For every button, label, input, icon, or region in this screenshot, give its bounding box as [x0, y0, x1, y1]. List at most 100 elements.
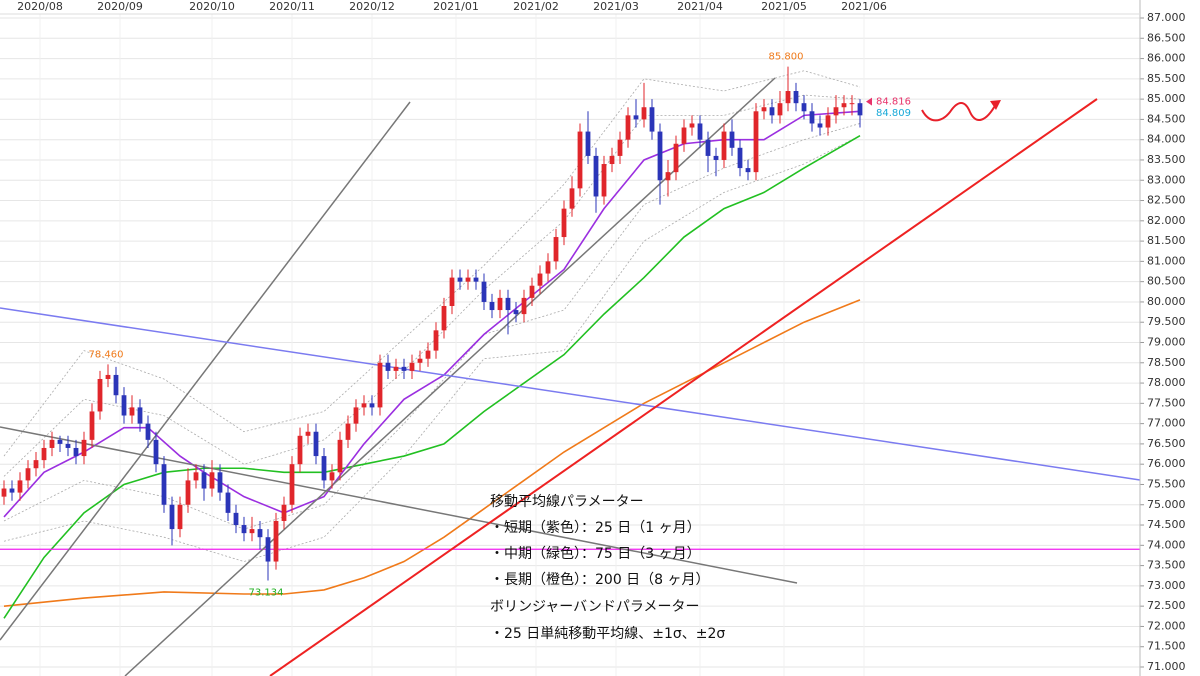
candle-body — [673, 143, 679, 173]
y-tick-label: 78.500 — [1147, 356, 1186, 369]
candle-body — [169, 504, 175, 530]
candle-body — [433, 330, 439, 351]
y-tick-label: 81.500 — [1147, 234, 1186, 247]
candle-body — [617, 139, 623, 156]
candle-body — [585, 131, 591, 156]
candle-body — [593, 155, 599, 197]
indicator-line — [3, 134, 861, 619]
indicator-line — [3, 123, 861, 530]
candle-body — [1, 488, 7, 497]
candles — [1, 66, 863, 581]
y-tick-label: 77.500 — [1147, 396, 1186, 409]
x-tick-label: 2021/01 — [433, 0, 479, 13]
candle-body — [793, 91, 799, 104]
x-tick-label: 2020/10 — [189, 0, 235, 13]
y-tick-label: 73.000 — [1147, 579, 1186, 592]
y-tick-label: 78.000 — [1147, 376, 1186, 389]
y-tick-label: 72.500 — [1147, 599, 1186, 612]
candle-body — [193, 472, 199, 481]
annotation: ・25 日単純移動平均線、±1σ、±2σ — [490, 626, 725, 642]
candle-body — [65, 443, 71, 448]
candle-body — [409, 362, 415, 371]
candle-body — [577, 131, 583, 189]
extreme-label: 73.134 — [249, 587, 284, 598]
y-tick-label: 83.500 — [1147, 153, 1186, 166]
candle-body — [849, 103, 855, 105]
y-tick-label: 82.000 — [1147, 214, 1186, 227]
y-tick-label: 75.000 — [1147, 498, 1186, 511]
candle-body — [265, 537, 271, 562]
candle-body — [457, 277, 463, 282]
candle-body — [833, 107, 839, 116]
y-tick-label: 77.000 — [1147, 417, 1186, 430]
y-tick-label: 76.000 — [1147, 457, 1186, 470]
candle-body — [401, 366, 407, 371]
candle-body — [361, 403, 367, 408]
annotation: ・中期（緑色）：75 日（3 ヶ月） — [490, 545, 701, 562]
candle-body — [145, 423, 151, 440]
candle-body — [73, 447, 79, 457]
y-tick-label: 80.500 — [1147, 275, 1186, 288]
y-tick-label: 87.000 — [1147, 11, 1186, 24]
candle-body — [521, 297, 527, 315]
y-tick-label: 84.000 — [1147, 133, 1186, 146]
candle-body — [801, 103, 807, 112]
candle-body — [657, 131, 663, 181]
y-tick-label: 79.000 — [1147, 336, 1186, 349]
candle-body — [513, 310, 519, 315]
candle-body — [105, 374, 111, 380]
y-tick-label: 80.000 — [1147, 295, 1186, 308]
x-tick-label: 2021/04 — [677, 0, 723, 13]
candle-body — [761, 107, 767, 112]
candle-body — [713, 155, 719, 160]
candle-body — [153, 439, 159, 465]
candle-body — [81, 439, 87, 457]
candle-body — [505, 297, 511, 311]
candle-body — [337, 439, 343, 473]
candle-body — [305, 431, 311, 436]
candle-body — [841, 103, 847, 108]
candle-body — [681, 127, 687, 144]
candle-body — [33, 460, 39, 469]
candle-body — [529, 285, 535, 298]
labels: 71.000 71.500 72.000 72.500 73.000 73.500 74.0… — [17, 0, 1185, 673]
candle-body — [633, 115, 639, 120]
candle-body — [201, 472, 207, 489]
candle-body — [665, 172, 671, 181]
candle-body — [225, 492, 231, 513]
candle-body — [57, 439, 63, 444]
candle-body — [129, 407, 135, 416]
candle-body — [809, 111, 815, 124]
candle-body — [497, 297, 503, 311]
candle-body — [97, 379, 103, 412]
candle-body — [329, 472, 335, 481]
candle-body — [89, 411, 95, 440]
y-tick-label: 86.000 — [1147, 52, 1186, 65]
candle-body — [369, 403, 375, 408]
y-tick-label: 71.500 — [1147, 640, 1186, 653]
candle-body — [209, 472, 215, 489]
candle-body — [481, 281, 487, 302]
y-tick-label: 76.500 — [1147, 437, 1186, 450]
candle-body — [233, 512, 239, 526]
candle-body — [273, 520, 279, 562]
candle-body — [161, 464, 167, 505]
candle-body — [649, 107, 655, 132]
annotation: ・短期（紫色）：25 日（1 ヶ月） — [490, 519, 701, 536]
candle-body — [601, 164, 607, 197]
candle-body — [217, 472, 223, 493]
x-tick-label: 2020/08 — [17, 0, 63, 13]
candle-body — [321, 456, 327, 481]
arrow — [921, 102, 997, 122]
y-tick-label: 85.500 — [1147, 72, 1186, 85]
y-tick-label: 82.500 — [1147, 194, 1186, 207]
candle-body — [553, 237, 559, 262]
candle-body — [185, 480, 191, 505]
candle-body — [441, 305, 447, 331]
candle-body — [737, 147, 743, 169]
last-price-label: 84.816 — [876, 97, 911, 108]
candle-body — [17, 480, 23, 493]
candle-body — [609, 155, 615, 165]
y-tick-label: 74.000 — [1147, 538, 1186, 551]
candle-body — [353, 407, 359, 424]
